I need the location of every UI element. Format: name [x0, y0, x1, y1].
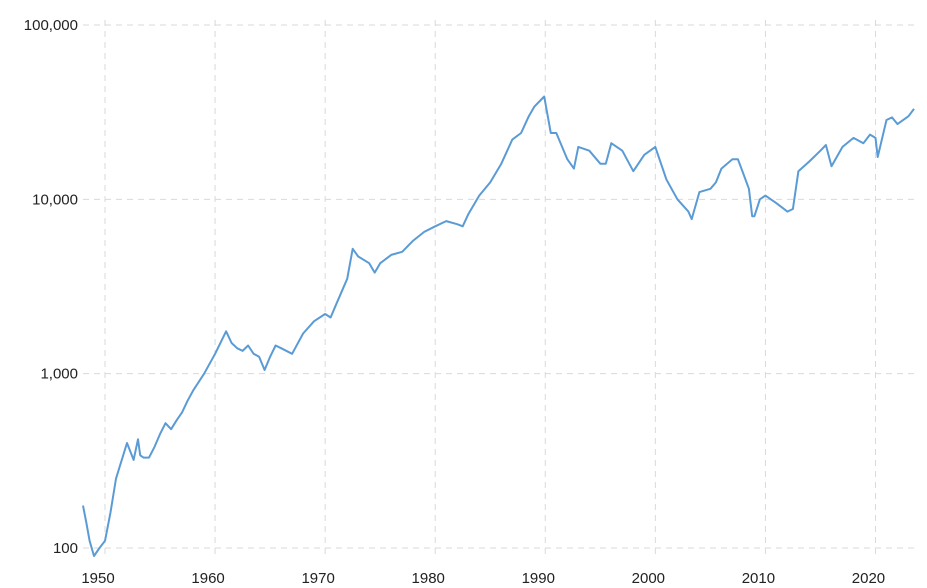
y-tick-label: 1,000	[40, 366, 78, 383]
y-gridlines	[83, 24, 914, 549]
x-tick-label: 1950	[81, 570, 114, 587]
x-tick-label: 2010	[742, 570, 775, 587]
x-tick-label: 1990	[522, 570, 555, 587]
x-tick-label: 1980	[412, 570, 445, 587]
x-tick-label: 2000	[632, 570, 665, 587]
y-tick-label: 10,000	[32, 191, 78, 208]
x-gridlines	[104, 20, 876, 556]
series-line	[82, 95, 915, 557]
x-axis-tick-labels: 1950 1960 1970 1980 1990 2000 2010 2020	[81, 570, 885, 587]
x-tick-label: 2020	[852, 570, 885, 587]
y-axis-tick-labels: 100 1,000 10,000 100,000	[24, 17, 78, 557]
x-tick-label: 1970	[301, 570, 334, 587]
y-tick-label: 100,000	[24, 17, 78, 34]
y-tick-label: 100	[53, 540, 78, 557]
x-tick-label: 1960	[191, 570, 224, 587]
series-layer	[82, 95, 915, 557]
